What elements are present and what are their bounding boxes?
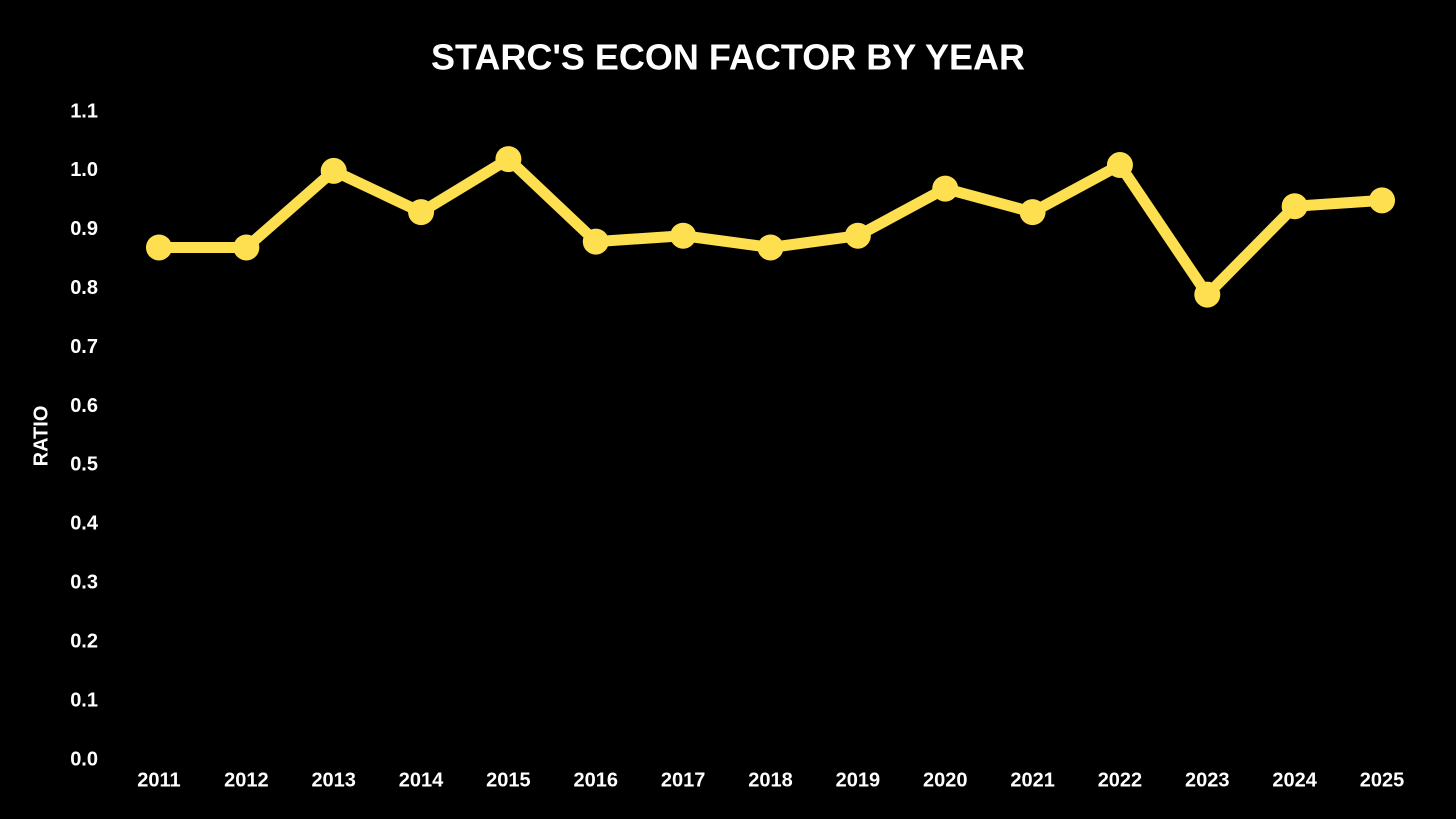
point xyxy=(670,222,697,249)
x-tick-label: 2015 xyxy=(486,769,531,791)
y-tick-label: 0.6 xyxy=(70,395,98,417)
y-tick-label: 0.3 xyxy=(70,572,98,594)
x-tick-label: 2014 xyxy=(399,769,444,791)
x-tick-label: 2013 xyxy=(311,769,356,791)
point xyxy=(932,175,959,202)
x-tick-label: 2018 xyxy=(748,769,793,791)
x-tick-label: 2012 xyxy=(224,769,269,791)
point xyxy=(408,199,435,226)
y-tick-label: 0.1 xyxy=(70,689,98,711)
y-tick-label: 0.9 xyxy=(70,218,98,240)
y-tick-label: 0.0 xyxy=(70,748,98,770)
point xyxy=(495,146,522,173)
point xyxy=(1194,281,1221,308)
y-tick-label: 1.0 xyxy=(70,159,98,181)
point xyxy=(582,228,609,255)
chart-title: STARC'S ECON FACTOR BY YEAR xyxy=(431,37,1025,78)
y-tick-label: 0.8 xyxy=(70,277,98,299)
point xyxy=(1106,152,1133,179)
point xyxy=(1019,199,1046,226)
y-tick-label: 0.7 xyxy=(70,336,98,358)
x-tick-label: 2025 xyxy=(1360,769,1405,791)
x-tick-label: 2016 xyxy=(574,769,619,791)
x-tick-label: 2023 xyxy=(1185,769,1230,791)
x-tick-label: 2022 xyxy=(1098,769,1143,791)
y-axis-label: RATIO xyxy=(30,406,52,467)
point xyxy=(844,222,871,249)
point xyxy=(1281,193,1308,220)
y-tick-label: 0.5 xyxy=(70,454,98,476)
x-tick-label: 2020 xyxy=(923,769,968,791)
point xyxy=(145,234,172,261)
x-tick-label: 2017 xyxy=(661,769,706,791)
x-tick-label: 2021 xyxy=(1010,769,1055,791)
point xyxy=(1369,187,1396,214)
x-tick-label: 2019 xyxy=(836,769,881,791)
y-tick-label: 1.1 xyxy=(70,100,98,122)
point xyxy=(757,234,784,261)
point xyxy=(233,234,260,261)
x-tick-label: 2011 xyxy=(137,769,180,791)
x-tick-label: 2024 xyxy=(1272,769,1317,791)
y-tick-label: 0.4 xyxy=(70,513,99,535)
point xyxy=(320,157,347,184)
y-tick-label: 0.2 xyxy=(70,630,98,652)
